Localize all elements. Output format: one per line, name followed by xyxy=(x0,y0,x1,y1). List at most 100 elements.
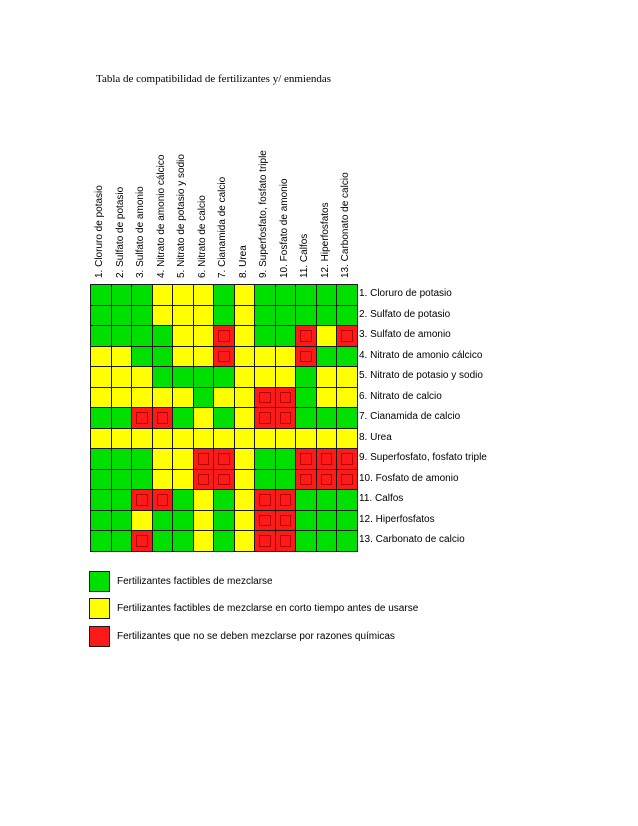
grid-cell xyxy=(172,468,194,490)
page-title: Tabla de compatibilidad de fertilizantes… xyxy=(96,73,332,85)
row-header-label: 8. Urea xyxy=(359,431,392,443)
grid-cell xyxy=(110,386,132,408)
grid-cell xyxy=(254,386,276,408)
grid-cell xyxy=(336,530,358,552)
grid-cell xyxy=(172,386,194,408)
grid-cell xyxy=(336,345,358,367)
grid-cell xyxy=(336,366,358,388)
grid-cell xyxy=(172,407,194,429)
grid-cell xyxy=(315,530,337,552)
grid-cell xyxy=(110,325,132,347)
grid-cell xyxy=(151,407,173,429)
grid-cell xyxy=(254,325,276,347)
grid-cell xyxy=(233,468,255,490)
grid-cell xyxy=(213,284,235,306)
grid-cell xyxy=(90,345,112,367)
grid-cell xyxy=(254,407,276,429)
grid-cell xyxy=(131,468,153,490)
grid-cell xyxy=(254,509,276,531)
column-header-label: 3. Sulfato de amonio xyxy=(135,186,146,278)
grid-cell xyxy=(192,366,214,388)
grid-cell xyxy=(151,489,173,511)
grid-cell xyxy=(213,509,235,531)
grid-row xyxy=(90,427,358,449)
column-header-label: 13. Carbonato de calcio xyxy=(340,172,351,278)
grid-cell xyxy=(295,427,317,449)
grid-cell xyxy=(233,284,255,306)
grid-cell xyxy=(233,325,255,347)
grid-cell xyxy=(90,407,112,429)
grid-cell xyxy=(254,304,276,326)
grid-row xyxy=(90,366,358,388)
grid-cell xyxy=(213,530,235,552)
grid-cell xyxy=(295,345,317,367)
column-header-label: 9. Superfosfato, fosfato triple xyxy=(258,150,269,278)
grid-cell xyxy=(192,325,214,347)
grid-cell xyxy=(295,366,317,388)
grid-cell xyxy=(274,509,296,531)
grid-cell xyxy=(151,448,173,470)
grid-cell xyxy=(90,304,112,326)
grid-cell xyxy=(131,345,153,367)
grid-cell xyxy=(254,468,276,490)
row-header-label: 3. Sulfato de amonio xyxy=(359,329,451,340)
grid-cell xyxy=(295,284,317,306)
grid-cell xyxy=(90,489,112,511)
grid-row xyxy=(90,489,358,511)
legend-swatch xyxy=(89,598,110,619)
row-header-label: 5. Nitrato de potasio y sodio xyxy=(359,370,483,381)
grid-cell xyxy=(90,386,112,408)
legend-label: Fertilizantes factibles de mezclarse en … xyxy=(117,603,419,614)
grid-cell xyxy=(254,345,276,367)
grid-cell xyxy=(151,304,173,326)
grid-cell xyxy=(295,509,317,531)
grid-cell xyxy=(213,427,235,449)
grid-cell xyxy=(315,427,337,449)
grid-row xyxy=(90,325,358,347)
grid-cell xyxy=(151,509,173,531)
grid-cell xyxy=(151,386,173,408)
grid-cell xyxy=(131,489,153,511)
grid-cell xyxy=(295,325,317,347)
grid-cell xyxy=(336,325,358,347)
grid-cell xyxy=(110,448,132,470)
grid-cell xyxy=(315,489,337,511)
grid-cell xyxy=(213,468,235,490)
grid-cell xyxy=(213,448,235,470)
grid-cell xyxy=(213,345,235,367)
grid-row xyxy=(90,407,358,429)
grid-cell xyxy=(213,304,235,326)
legend-swatch xyxy=(89,571,110,592)
row-header-label: 13. Carbonato de calcio xyxy=(359,534,465,545)
grid-cell xyxy=(315,304,337,326)
grid-cell xyxy=(151,284,173,306)
grid-cell xyxy=(295,468,317,490)
grid-cell xyxy=(172,509,194,531)
grid-cell xyxy=(274,489,296,511)
grid-cell xyxy=(151,345,173,367)
grid-cell xyxy=(233,489,255,511)
column-header-label: 11. Calfos xyxy=(299,233,310,278)
grid-cell xyxy=(274,345,296,367)
column-header-label: 7. Cianamida de calcio xyxy=(217,176,228,278)
grid-cell xyxy=(90,427,112,449)
grid-cell xyxy=(274,325,296,347)
grid-cell xyxy=(274,530,296,552)
grid-cell xyxy=(172,366,194,388)
grid-cell xyxy=(254,448,276,470)
grid-cell xyxy=(131,304,153,326)
grid-cell xyxy=(151,325,173,347)
row-header-label: 7. Cianamida de calcio xyxy=(359,411,461,422)
grid-cell xyxy=(110,407,132,429)
column-header-label: 2. Sulfato de potasio xyxy=(114,186,126,278)
grid-cell xyxy=(254,530,276,552)
column-header-label: 1. Cloruro de potasio xyxy=(94,185,105,278)
grid-cell xyxy=(131,509,153,531)
grid-cell xyxy=(131,427,153,449)
grid-cell xyxy=(254,284,276,306)
grid-row xyxy=(90,509,358,531)
grid-cell xyxy=(254,489,276,511)
grid-cell xyxy=(151,468,173,490)
grid-cell xyxy=(233,509,255,531)
row-header-label: 1. Cloruro de potasio xyxy=(359,288,452,299)
